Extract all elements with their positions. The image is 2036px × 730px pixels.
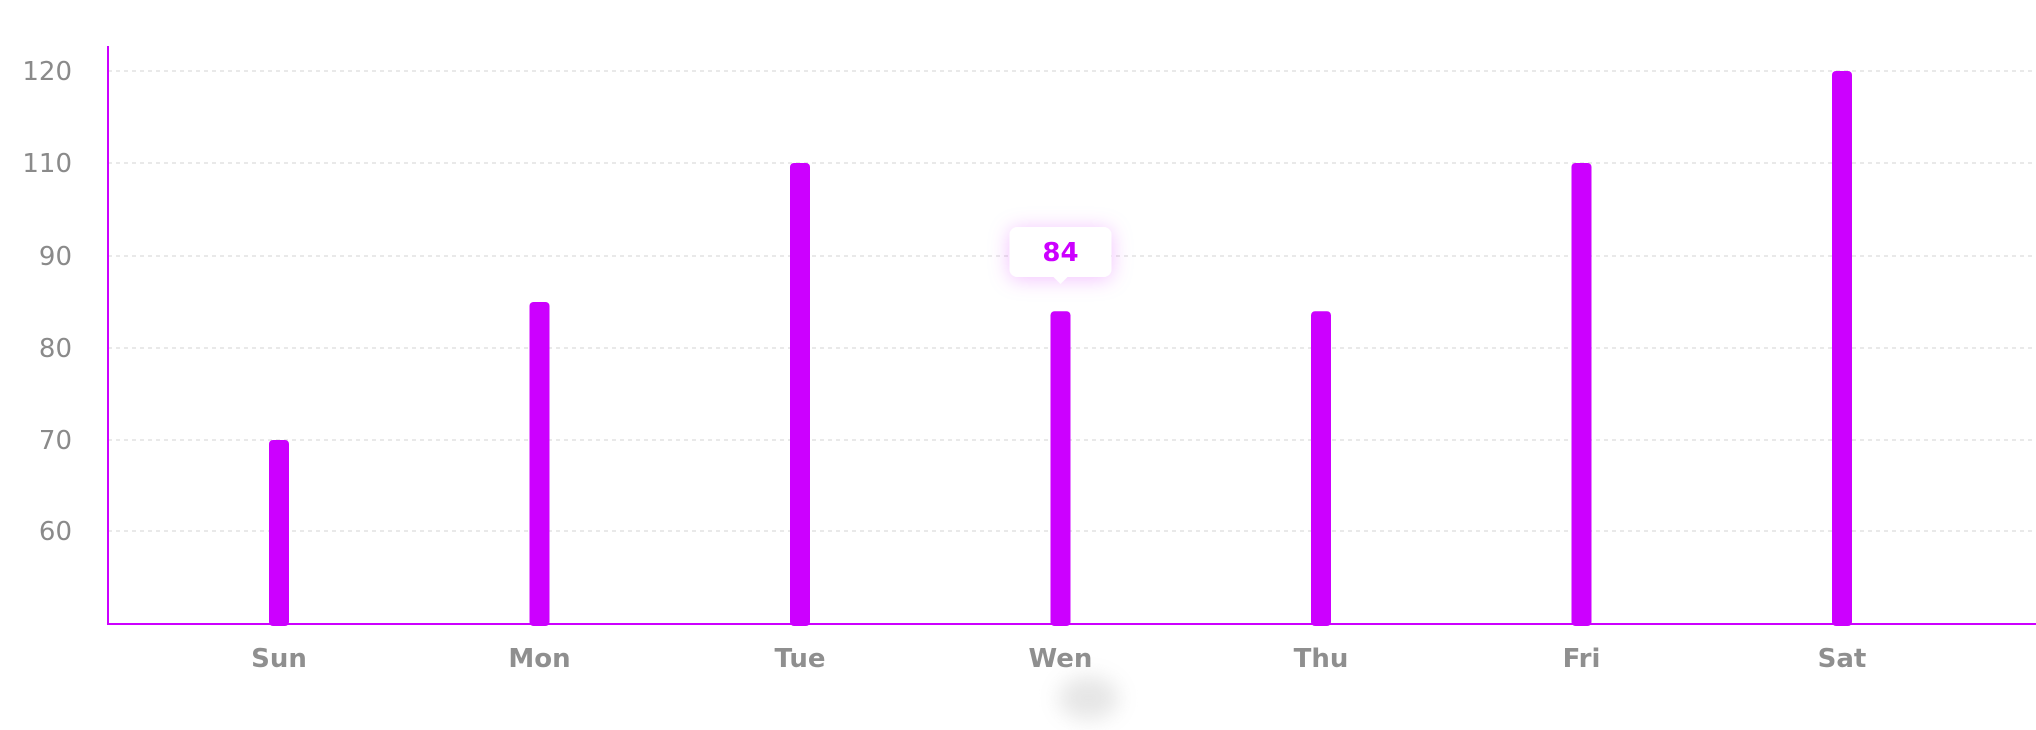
- tooltip: 84: [1009, 227, 1119, 720]
- y-axis-ticks: 60 70 80 90 110 120: [22, 57, 72, 547]
- gridlines: [108, 70, 2036, 532]
- y-tick-label: 120: [22, 57, 72, 87]
- x-tick-label: Wen: [1029, 644, 1093, 674]
- x-axis-ticks: Sun Mon Tue Wen Thu Fri Sat: [251, 644, 1866, 674]
- tooltip-value: 84: [1042, 238, 1078, 268]
- hover-shadow: [1058, 676, 1119, 720]
- y-tick-label: 110: [22, 149, 72, 179]
- bar-thu[interactable]: [1311, 311, 1331, 626]
- bar-tue[interactable]: [790, 163, 810, 626]
- bar-sat[interactable]: [1832, 71, 1852, 626]
- y-tick-label: 60: [39, 517, 72, 547]
- x-tick-label: Thu: [1294, 644, 1349, 674]
- y-tick-label: 90: [39, 242, 72, 272]
- x-tick-label: Sun: [251, 644, 307, 674]
- bar-fri[interactable]: [1571, 163, 1592, 626]
- x-tick-label: Fri: [1563, 644, 1601, 674]
- x-tick-label: Tue: [774, 644, 825, 674]
- bar-wen[interactable]: [1050, 311, 1071, 626]
- tooltip-box: 84: [1009, 227, 1112, 284]
- bar-mon[interactable]: [529, 302, 550, 626]
- tooltip-background: [1009, 227, 1112, 277]
- y-tick-label: 70: [39, 426, 72, 456]
- x-tick-label: Sat: [1818, 644, 1867, 674]
- tooltip-pointer: [1052, 276, 1069, 284]
- bar-sun[interactable]: [269, 440, 289, 626]
- y-tick-label: 80: [39, 334, 72, 364]
- x-tick-label: Mon: [508, 644, 570, 674]
- axes: [107, 46, 2036, 625]
- bars: [269, 71, 1852, 626]
